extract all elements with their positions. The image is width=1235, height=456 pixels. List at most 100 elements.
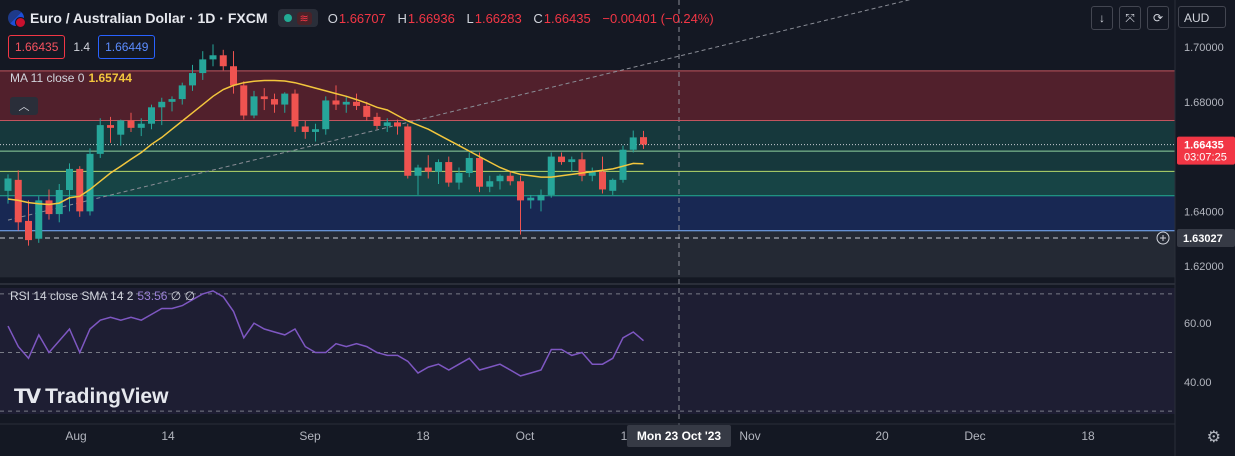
ma-legend[interactable]: MA 11 close 0 1.65744 <box>10 71 132 85</box>
candle-body <box>189 73 196 86</box>
ohlc-close: 1.66435 <box>543 10 591 26</box>
candle-body <box>363 105 371 117</box>
time-tick-label: Sep <box>299 429 321 443</box>
zone-2 <box>0 171 1175 196</box>
candle-6 <box>66 163 73 212</box>
ohlc-high-key: H <box>397 10 407 26</box>
candle-body <box>435 162 442 172</box>
candle-16 <box>168 96 176 112</box>
candle-body <box>312 129 319 132</box>
candle-10 <box>107 116 114 143</box>
tradingview-logo[interactable]: 𝗧𝗩 TradingView <box>14 384 168 409</box>
candle-body <box>158 101 166 108</box>
refresh-button[interactable]: ⟳ <box>1147 6 1169 30</box>
candle-38 <box>394 119 401 135</box>
candle-62 <box>640 130 647 149</box>
candle-body <box>383 122 391 126</box>
candle-50 <box>517 175 524 235</box>
chevron-up-icon: ︿ <box>18 101 30 113</box>
candle-33 <box>342 96 350 113</box>
candle-body <box>547 156 555 195</box>
candle-12 <box>127 112 135 132</box>
currency-selector[interactable]: AUD <box>1178 6 1226 28</box>
candle-53 <box>547 152 555 198</box>
candle-body <box>55 189 63 215</box>
zone-1 <box>0 120 1175 172</box>
candle-body <box>629 137 637 150</box>
rsi-tick-label: 60.00 <box>1184 318 1212 330</box>
ohlc-open-key: O <box>327 10 338 26</box>
crosshair-date-badge <box>627 425 731 447</box>
tradingview-mark-icon: 𝗧𝗩 <box>14 386 41 408</box>
ohlc-close-key: C <box>533 10 543 26</box>
candle-body <box>250 96 258 116</box>
candle-31 <box>322 96 330 135</box>
rsi-pane <box>0 290 1175 412</box>
candle-body <box>588 171 596 176</box>
market-status-pill[interactable]: ≋ <box>277 9 318 27</box>
candle-13 <box>137 118 145 137</box>
horizontal-levels <box>0 70 1175 239</box>
candle-7 <box>76 166 84 217</box>
candle-47 <box>486 175 494 193</box>
candle-14 <box>148 104 155 130</box>
crosshair-date-label: Mon 23 Oct '23 <box>637 429 722 443</box>
candle-30 <box>312 123 319 142</box>
candle-20 <box>209 44 217 67</box>
symbol-title[interactable]: Euro / Australian Dollar · 1D · FXCM <box>30 10 268 26</box>
rsi-legend[interactable]: RSI 14 close SMA 14 2 53.56 ∅ ∅ <box>10 289 195 303</box>
collapse-legend-button[interactable]: ︿ <box>10 97 38 115</box>
candle-15 <box>158 97 166 126</box>
candle-29 <box>301 120 309 139</box>
candle-32 <box>332 85 340 111</box>
rsi-band-fill <box>0 288 1175 414</box>
rsi-label: RSI 14 close SMA 14 2 <box>10 289 134 303</box>
candle-body <box>35 200 43 239</box>
chart-toolbar: ↓ ⤧ ⟳ <box>1091 6 1169 30</box>
last-price-label: 1.66435 <box>1184 140 1224 152</box>
candle-body <box>578 159 586 176</box>
wave-icon: ≋ <box>296 11 312 25</box>
candle-body <box>373 116 381 126</box>
candle-35 <box>363 101 371 121</box>
candle-body <box>209 55 217 60</box>
candle-body <box>619 149 627 180</box>
candle-43 <box>445 156 453 187</box>
candle-body <box>506 175 514 182</box>
time-tick-label: 20 <box>875 429 889 443</box>
candle-body <box>424 167 432 172</box>
candle-body <box>537 194 545 201</box>
symbol-header: Euro / Australian Dollar · 1D · FXCM ≋ O… <box>8 8 722 28</box>
candle-body <box>260 96 268 100</box>
ohlc-values: O1.66707 H1.66936 L1.66283 C1.66435 −0.0… <box>328 11 722 26</box>
candle-60 <box>619 145 627 183</box>
candle-body <box>148 107 155 124</box>
ohlc-high: 1.66936 <box>407 10 455 26</box>
candle-body <box>404 126 412 176</box>
ma-value: 1.65744 <box>88 71 132 85</box>
candle-body <box>465 157 473 174</box>
gear-icon[interactable]: ⚙ <box>1206 429 1221 446</box>
time-tick-label: Oct <box>516 429 535 443</box>
candle-body <box>640 137 647 145</box>
sell-button[interactable]: 1.66435 <box>8 35 66 59</box>
rsi-value: 53.56 <box>137 289 168 303</box>
candle-body <box>219 55 227 67</box>
candle-42 <box>435 159 442 184</box>
candle-body <box>322 100 330 130</box>
candle-36 <box>373 112 381 130</box>
candle-body <box>599 171 606 190</box>
buy-button[interactable]: 1.66449 <box>98 35 156 59</box>
candle-48 <box>496 174 504 190</box>
time-tick-label: Aug <box>65 429 86 443</box>
fullscreen-button[interactable]: ⤧ <box>1119 6 1141 30</box>
candle-18 <box>189 64 196 91</box>
price-tick-label: 1.68000 <box>1184 97 1224 109</box>
down-arrow-button[interactable]: ↓ <box>1091 6 1113 30</box>
candle-body <box>199 59 207 74</box>
crosshair-price-badge <box>1177 228 1235 247</box>
candle-body <box>486 181 494 187</box>
candle-46 <box>476 152 483 193</box>
